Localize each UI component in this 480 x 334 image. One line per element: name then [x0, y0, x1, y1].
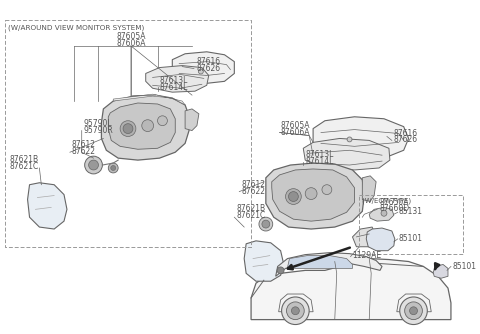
Polygon shape [362, 176, 376, 201]
Circle shape [381, 210, 387, 216]
Polygon shape [113, 94, 185, 105]
Polygon shape [313, 117, 408, 160]
Polygon shape [244, 241, 284, 281]
Circle shape [108, 163, 118, 173]
Polygon shape [272, 169, 354, 221]
Text: 85101: 85101 [453, 262, 477, 271]
Text: 87605A: 87605A [281, 121, 310, 130]
Text: 87626: 87626 [197, 63, 221, 72]
Text: 87621C: 87621C [10, 162, 39, 171]
Polygon shape [352, 227, 376, 247]
Polygon shape [397, 294, 431, 312]
Text: 87616: 87616 [197, 57, 221, 66]
Circle shape [262, 220, 270, 228]
Circle shape [259, 217, 273, 231]
Circle shape [198, 69, 204, 74]
Circle shape [89, 160, 98, 170]
Polygon shape [266, 163, 364, 229]
Polygon shape [101, 95, 189, 160]
Circle shape [277, 267, 284, 274]
Text: 87613L: 87613L [305, 150, 334, 159]
Polygon shape [369, 207, 394, 221]
Circle shape [288, 192, 299, 201]
Polygon shape [278, 294, 313, 312]
Polygon shape [185, 109, 199, 131]
Text: 87650A: 87650A [379, 197, 408, 206]
Text: 87612: 87612 [72, 140, 96, 149]
Text: 87621C: 87621C [236, 211, 265, 220]
Polygon shape [366, 228, 395, 251]
Circle shape [305, 188, 317, 199]
Circle shape [347, 137, 352, 142]
Text: 87622: 87622 [241, 187, 265, 196]
Circle shape [157, 116, 168, 126]
Text: 1129AE: 1129AE [352, 251, 382, 260]
Polygon shape [251, 259, 451, 320]
Text: (W/AROUND VIEW MONITOR SYSTEM): (W/AROUND VIEW MONITOR SYSTEM) [8, 24, 144, 31]
Text: 87613L: 87613L [159, 76, 188, 86]
Polygon shape [27, 183, 67, 229]
Circle shape [287, 302, 304, 320]
Text: 87616: 87616 [394, 129, 418, 138]
Text: 87621B: 87621B [10, 155, 39, 164]
Polygon shape [433, 265, 448, 278]
Text: 87660D: 87660D [379, 204, 409, 213]
Text: 85101: 85101 [399, 234, 423, 243]
Circle shape [111, 166, 116, 170]
Text: 87614L: 87614L [305, 157, 334, 166]
Circle shape [405, 302, 422, 320]
Text: 87606A: 87606A [281, 128, 310, 137]
Polygon shape [108, 103, 175, 149]
Circle shape [123, 124, 133, 134]
Circle shape [409, 307, 418, 315]
Text: 87614L: 87614L [159, 83, 188, 92]
Circle shape [142, 120, 154, 132]
Circle shape [400, 297, 427, 325]
Circle shape [84, 156, 102, 174]
Text: 95790R: 95790R [84, 126, 113, 135]
Text: 87621B: 87621B [236, 204, 265, 213]
Polygon shape [276, 253, 382, 276]
Text: 87606A: 87606A [116, 39, 146, 48]
Polygon shape [172, 52, 234, 83]
Polygon shape [146, 65, 209, 92]
Text: (W/ECM TYPE): (W/ECM TYPE) [362, 197, 411, 204]
Text: 87612: 87612 [241, 180, 265, 189]
Circle shape [282, 297, 309, 325]
Circle shape [291, 307, 300, 315]
Text: 85131: 85131 [399, 207, 423, 216]
Text: 87626: 87626 [394, 136, 418, 145]
Circle shape [322, 185, 332, 195]
Circle shape [120, 121, 136, 137]
Text: 87605A: 87605A [116, 32, 146, 41]
Circle shape [286, 189, 301, 204]
Text: 87622: 87622 [72, 147, 96, 156]
Text: 95790L: 95790L [84, 119, 112, 128]
Polygon shape [303, 139, 390, 170]
Polygon shape [288, 256, 352, 269]
